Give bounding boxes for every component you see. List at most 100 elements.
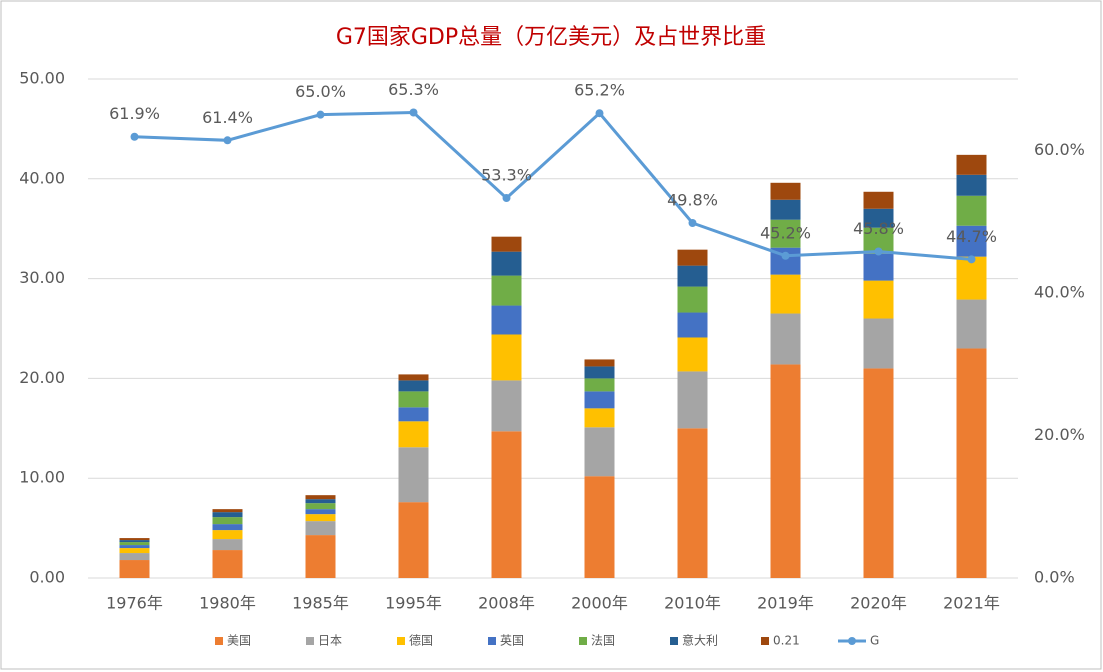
y-tick-label: 30.00 [19,268,65,287]
bar-segment [212,517,243,525]
bar-segment [677,286,708,313]
bar-segment [305,503,336,510]
data-label: 44.7% [946,227,997,246]
data-label: 53.3% [481,166,532,185]
bar-segment [491,431,522,578]
bar-segment [305,535,336,578]
bar-segment [956,195,987,226]
bar-segment [305,521,336,536]
bar-segment [212,509,243,513]
bar-segment [491,334,522,381]
bar-segment [584,391,615,409]
line-marker [409,108,418,117]
bar-segment [956,256,987,300]
bar-segment [398,374,429,381]
bar-segment [398,421,429,448]
legend-swatch [670,637,678,645]
bar-segment [119,545,150,549]
legend-swatch [761,637,769,645]
bar-segment [305,514,336,522]
legend-label: 意大利 [682,633,718,648]
bar-segment [770,274,801,314]
x-tick-label: 2021年 [943,594,1000,613]
legend-swatch [215,637,223,645]
bar-segment [119,560,150,578]
y-tick-label: 10.00 [19,468,65,487]
legend-label: 美国 [227,634,251,648]
bar-segment [584,359,615,367]
bar-segment [491,275,522,306]
bar-segment [398,502,429,578]
bar-segment [584,408,615,428]
bar-segment [863,280,894,319]
x-tick-label: 1995年 [385,594,442,613]
data-label: 61.4% [202,108,253,127]
bar-segment [863,318,894,369]
bar-segment [863,253,894,281]
line-marker [874,247,883,256]
bar-segment [770,364,801,578]
data-label: 65.2% [574,81,625,100]
bar-segment [212,539,243,551]
bar-segment [119,548,150,554]
x-tick-label: 2010年 [664,594,721,613]
bar-segment [119,553,150,561]
x-tick-label: 2019年 [757,594,814,613]
y-tick-label: 20.00 [19,368,65,387]
legend-label: 0.21 [773,634,800,648]
bar-segment [770,199,801,220]
x-tick-label: 2000年 [571,594,628,613]
line-marker [316,110,325,119]
data-label: 61.9% [109,104,160,123]
bar-segment [677,371,708,429]
bar-segment [584,476,615,578]
y2-tick-label: 0.0% [1034,568,1075,587]
chart-title: G7国家GDP总量（万亿美元）及占世界比重 [336,25,766,50]
bar-segment [305,495,336,500]
legend-swatch [579,637,587,645]
y-tick-label: 40.00 [19,168,65,187]
bar-segment [956,348,987,578]
bar-segment [398,447,429,503]
bar-segment [584,427,615,477]
x-tick-label: 1976年 [106,594,163,613]
data-label: 49.8% [667,190,718,209]
y-tick-label: 50.00 [19,69,65,88]
bar-segment [584,378,615,392]
bar-segment [863,191,894,209]
bar-segment [491,380,522,432]
bar-segment [119,540,150,543]
bar-segment [677,249,708,266]
bar-segment [212,524,243,531]
bar-segment [677,312,708,338]
data-label: 45.8% [853,219,904,238]
bar-segment [770,313,801,365]
y2-tick-label: 40.0% [1034,282,1085,301]
bar-segment [398,407,429,422]
line [134,110,972,261]
bar-segment [584,366,615,379]
line-marker [502,194,511,203]
legend-swatch [306,637,314,645]
legend-swatch [848,637,856,645]
bar-segment [305,509,336,515]
data-label: 65.0% [295,82,346,101]
line-marker [688,218,697,227]
bar-segment [398,391,429,408]
legend-swatch [397,637,405,645]
bar-segment [212,550,243,578]
legend-label: 日本 [318,634,342,648]
line-marker [130,132,139,141]
legend-swatch [488,637,496,645]
y-tick-label: 0.00 [29,568,65,587]
line-marker [595,109,604,118]
line-marker [967,255,976,264]
x-tick-label: 1985年 [292,594,349,613]
y2-tick-label: 60.0% [1034,140,1085,159]
data-label: 45.2% [760,223,811,242]
bar-segment [956,225,987,257]
bar-segment [212,530,243,540]
legend-label: 英国 [500,634,524,648]
bar-segment [212,512,243,518]
